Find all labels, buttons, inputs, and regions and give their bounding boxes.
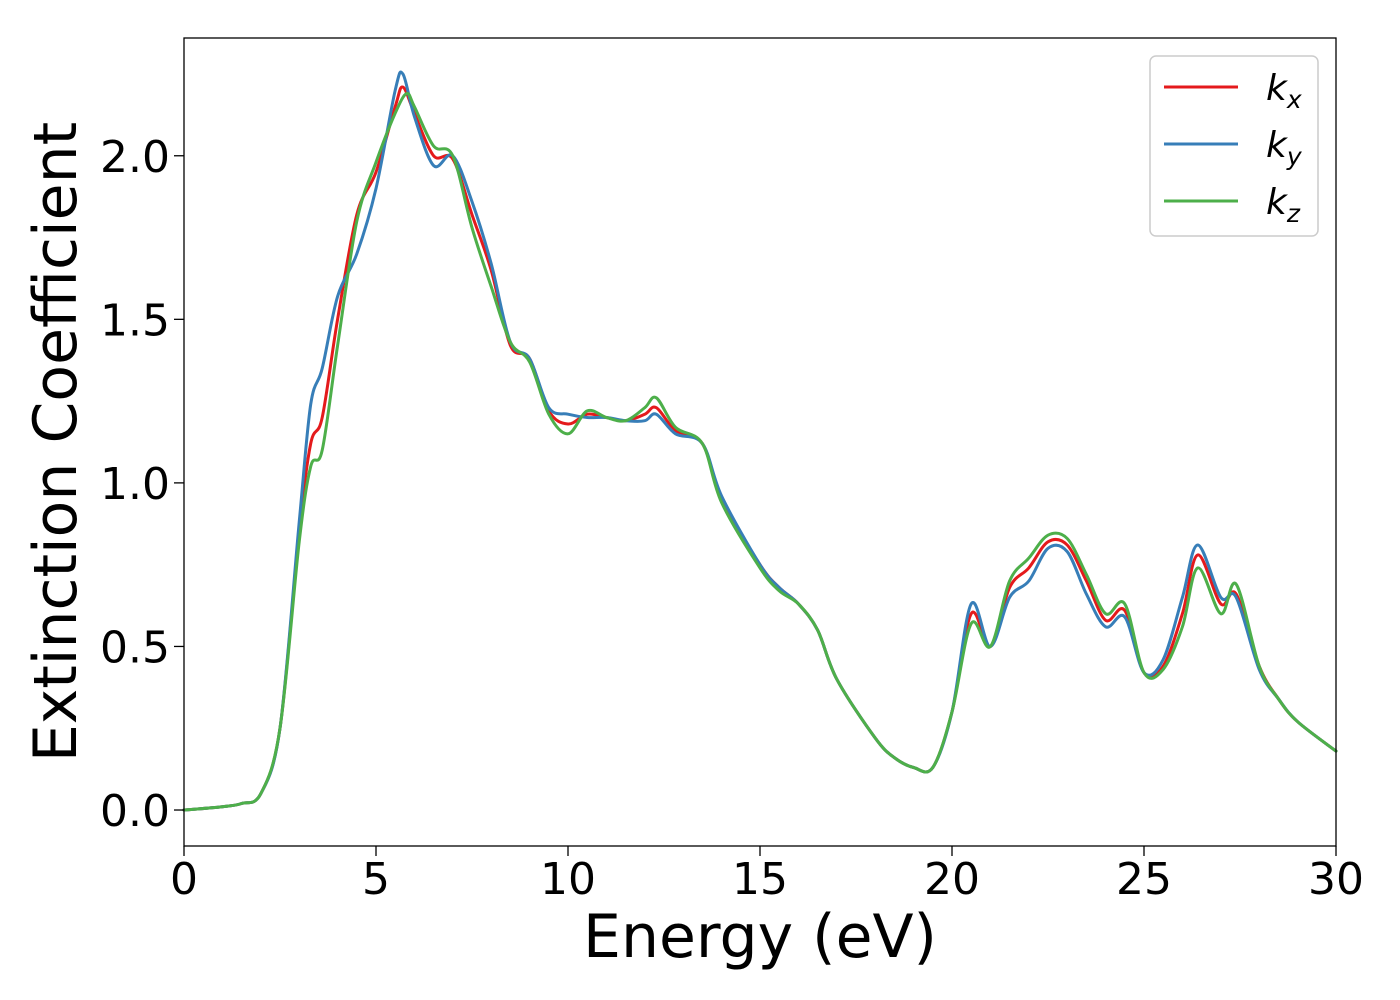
x-tick-label: 15 bbox=[732, 854, 788, 905]
y-axis-title: Extinction Coefficient bbox=[21, 122, 91, 762]
y-tick-label: 0.5 bbox=[100, 622, 170, 673]
x-tick-label: 20 bbox=[924, 854, 980, 905]
x-axis-ticks: 0 5 10 15 20 25 30 bbox=[170, 846, 1364, 905]
y-tick-label: 1.0 bbox=[100, 459, 170, 510]
x-axis-title: Energy (eV) bbox=[583, 902, 937, 972]
legend-label-x: kx bbox=[1266, 68, 1302, 114]
x-tick-label: 30 bbox=[1308, 854, 1364, 905]
legend: kx ky kz bbox=[1149, 55, 1319, 237]
legend-label-y: ky bbox=[1266, 125, 1303, 171]
y-axis-ticks: 0.0 0.5 1.0 1.5 2.0 bbox=[100, 132, 184, 837]
y-tick-label: 1.5 bbox=[100, 295, 170, 346]
legend-box bbox=[1149, 55, 1319, 237]
y-tick-label: 2.0 bbox=[100, 132, 170, 183]
series-layer bbox=[182, 70, 1338, 812]
series-line-z bbox=[182, 91, 1338, 812]
x-tick-label: 10 bbox=[540, 854, 596, 905]
x-tick-label: 0 bbox=[170, 854, 198, 905]
x-tick-label: 25 bbox=[1116, 854, 1172, 905]
legend-label-z: kz bbox=[1266, 182, 1301, 228]
y-tick-label: 0.0 bbox=[100, 786, 170, 837]
x-tick-label: 5 bbox=[362, 854, 390, 905]
